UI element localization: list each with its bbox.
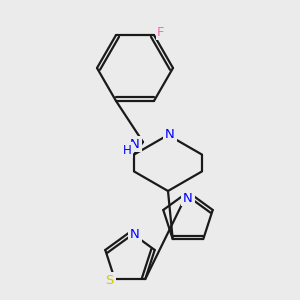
Text: N: N xyxy=(130,229,140,242)
Text: N: N xyxy=(165,128,175,140)
Text: F: F xyxy=(157,26,165,39)
Text: H: H xyxy=(123,143,131,157)
Text: N: N xyxy=(130,137,140,151)
Text: N: N xyxy=(183,191,193,205)
Text: S: S xyxy=(106,274,114,286)
